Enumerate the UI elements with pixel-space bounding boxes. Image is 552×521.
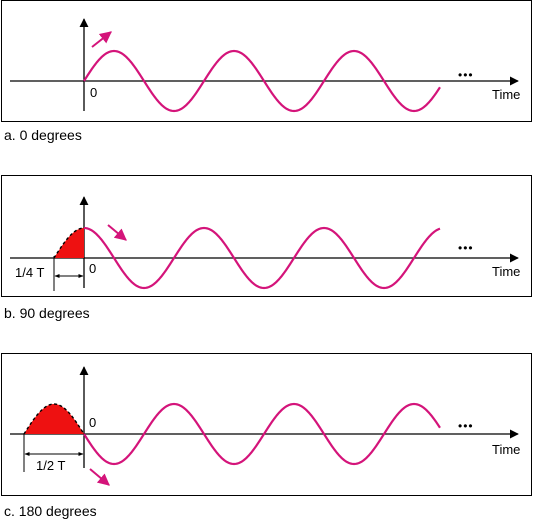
panel-a: 0 Time ••• a. 0 degrees	[1, 0, 532, 143]
panel-a-ellipsis: •••	[458, 68, 474, 82]
panel-a-origin-label: 0	[90, 85, 97, 100]
panel-b-frame	[1, 175, 532, 297]
panel-b-shaded-quarter-cycle	[54, 228, 84, 258]
panel-b-caption: b. 90 degrees	[4, 305, 90, 321]
panel-b-sine-wave	[83, 226, 441, 290]
panel-a-time-label: Time	[492, 87, 520, 102]
panel-b-time-label: Time	[492, 264, 520, 279]
panel-c-caption: c. 180 degrees	[4, 503, 97, 519]
panel-c: 1/2 T 0 Time ••• c. 180 degrees	[1, 353, 532, 519]
panel-b-origin-label: 0	[89, 261, 96, 276]
panel-c-direction-arrow	[89, 468, 110, 486]
panel-b-direction-arrow	[107, 224, 127, 241]
panel-b-ellipsis: •••	[458, 241, 474, 255]
panel-c-origin-label: 0	[89, 415, 96, 430]
panel-c-ellipsis: •••	[458, 419, 474, 433]
panel-c-frame	[1, 353, 532, 496]
panel-c-shaded-half-cycle	[24, 404, 84, 434]
panel-b-shift-label: 1/4 T	[15, 265, 44, 280]
panel-a-direction-arrow	[91, 31, 112, 48]
panel-c-shift-label: 1/2 T	[36, 458, 65, 473]
panel-a-caption: a. 0 degrees	[4, 127, 82, 143]
panel-a-sine-wave	[83, 49, 441, 113]
panel-b: 1/4 T 0 Time ••• b. 90 degrees	[1, 175, 532, 321]
panel-c-sine-wave	[83, 402, 441, 466]
panel-c-time-label: Time	[492, 442, 520, 457]
panel-b-dashed-extension	[53, 227, 85, 259]
panel-a-frame	[1, 0, 532, 122]
panel-c-dashed-extension	[23, 403, 85, 435]
